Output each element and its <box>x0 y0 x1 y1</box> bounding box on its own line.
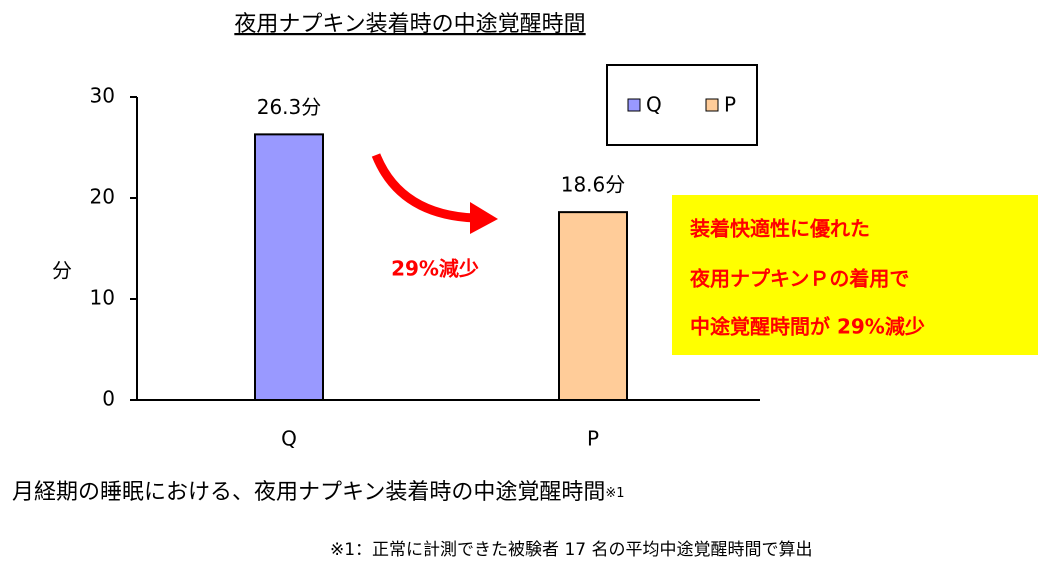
legend-swatch <box>627 98 641 112</box>
footnote: ※1：正常に計測できた被験者 17 名の平均中途覚醒時間で算出 <box>330 540 813 560</box>
x-tick-label: Q <box>281 427 297 451</box>
y-tick-label: 20 <box>90 185 115 209</box>
callout-box <box>672 195 1038 355</box>
callout-text: 中途覚醒時間が 29%減少 <box>690 315 925 339</box>
y-tick-label: 0 <box>102 387 115 411</box>
legend-label: Q <box>646 93 662 117</box>
arrow-head <box>470 202 498 234</box>
callout-text: 装着快適性に優れた <box>689 217 870 241</box>
caption-note: ※1 <box>605 486 624 501</box>
y-tick-label: 30 <box>90 84 115 108</box>
caption: 月経期の睡眠における、夜用ナプキン装着時の中途覚醒時間※1 <box>12 480 625 505</box>
legend-swatch <box>705 98 719 112</box>
callout-text: 夜用ナプキンＰの着用で <box>689 267 909 291</box>
bar <box>558 211 628 401</box>
arrow <box>371 153 476 223</box>
chart-title: 夜用ナプキン装着時の中途覚醒時間 <box>234 12 585 37</box>
caption-text: 月経期の睡眠における、夜用ナプキン装着時の中途覚醒時間 <box>12 480 605 505</box>
value-label: 18.6分 <box>561 173 626 197</box>
x-tick-label: P <box>587 427 599 451</box>
y-tick-label: 10 <box>90 286 115 310</box>
legend-label: P <box>724 93 736 117</box>
value-label: 26.3分 <box>257 95 322 119</box>
bar <box>254 133 324 401</box>
arrow-label: 29%減少 <box>391 257 479 281</box>
y-axis-label: 分 <box>52 259 72 283</box>
